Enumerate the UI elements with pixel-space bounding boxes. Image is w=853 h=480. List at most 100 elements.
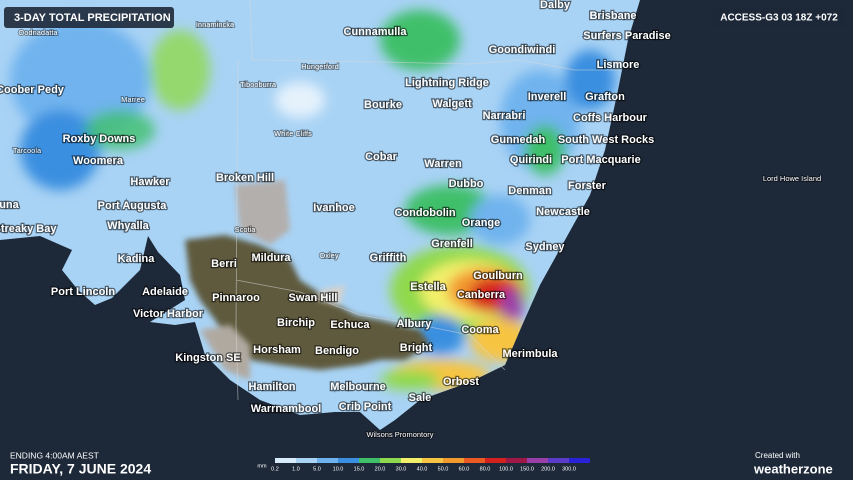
- place-label: Roxby Downs: [63, 133, 136, 145]
- legend-label: 100.0: [499, 466, 513, 472]
- place-label: Sydney: [525, 241, 565, 253]
- place-label: Canberra: [457, 289, 506, 301]
- legend-swatch: [317, 458, 338, 463]
- legend-label: 15.0: [354, 466, 365, 472]
- place-label: Dubbo: [449, 178, 484, 190]
- place-label: Crib Point: [339, 401, 392, 413]
- place-label: Cooma: [461, 324, 499, 336]
- place-label: Adelaide: [142, 286, 188, 298]
- place-label: Kingston SE: [175, 352, 240, 364]
- place-label: Port Augusta: [98, 200, 168, 212]
- place-label: Hamilton: [248, 381, 295, 393]
- minor-place-label: Tarcoola: [13, 146, 42, 155]
- place-label: Swan Hill: [289, 292, 338, 304]
- minor-place-label: Tibooburra: [240, 80, 277, 89]
- legend-label: 60.0: [459, 466, 470, 472]
- legend-label: 0.2: [271, 466, 279, 472]
- legend-label: 80.0: [480, 466, 491, 472]
- legend-label: 300.0: [562, 466, 576, 472]
- place-label: Brisbane: [589, 10, 636, 22]
- place-label: Newcastle: [536, 206, 590, 218]
- place-label: South West Rocks: [558, 134, 654, 146]
- place-label: Condobolin: [394, 207, 455, 219]
- place-label: Berri: [211, 258, 237, 270]
- legend-swatch: [485, 458, 506, 463]
- legend-label: 150.0: [520, 466, 534, 472]
- place-label: Grenfell: [431, 238, 473, 250]
- legend-swatch: [443, 458, 464, 463]
- place-label: Bright: [400, 342, 433, 354]
- place-label: Broken Hill: [216, 172, 274, 184]
- place-label: Hawker: [130, 176, 170, 188]
- place-label: Goondiwindi: [489, 44, 556, 56]
- minor-place-label: Lord Howe Island: [763, 174, 821, 183]
- model-label: ACCESS-G3 03 18Z +072: [720, 13, 838, 24]
- place-label: Bendigo: [315, 345, 359, 357]
- place-label: Streaky Bay: [0, 223, 57, 235]
- legend-swatch: [296, 458, 317, 463]
- legend: 0.2 1.0 5.0 10.0 15.0 20.0 30.0 40.0 50.0 60.0 80.…: [271, 458, 590, 472]
- legend-label: 50.0: [438, 466, 449, 472]
- legend-label: 200.0: [541, 466, 555, 472]
- minor-place-label: White Cliffs: [274, 129, 312, 138]
- place-label: Pinnaroo: [212, 292, 260, 304]
- place-label: Port Lincoln: [51, 286, 115, 298]
- place-label: Goulburn: [473, 270, 523, 282]
- place-label: Woomera: [73, 155, 124, 167]
- place-label: Lismore: [597, 59, 640, 71]
- place-label: Denman: [508, 185, 552, 197]
- legend-swatch: [548, 458, 569, 463]
- place-label: Gunnedah: [491, 134, 546, 146]
- place-label: Horsham: [253, 344, 301, 356]
- place-label: Sale: [409, 392, 432, 404]
- place-label: Grafton: [585, 91, 625, 103]
- legend-swatch: [380, 458, 401, 463]
- place-label: Orange: [462, 217, 501, 229]
- place-label: Cunnamulla: [344, 26, 408, 38]
- place-label: Whyalla: [107, 220, 149, 232]
- place-labels: Dalby Brisbane Cunnamulla Goondiwindi Surfer…: [0, 0, 822, 440]
- place-label: Mildura: [251, 252, 291, 264]
- place-label: Echuca: [330, 319, 370, 331]
- minor-place-label: Oxley: [319, 251, 338, 260]
- place-label: Dalby: [540, 0, 571, 11]
- place-label: Lightning Ridge: [405, 77, 489, 89]
- brand: weatherzone: [753, 461, 833, 476]
- created-label: Created with: [755, 451, 800, 460]
- legend-swatch: [506, 458, 527, 463]
- legend-label: 20.0: [375, 466, 386, 472]
- place-label: Walgett: [432, 98, 472, 110]
- place-label: Port Macquarie: [561, 154, 640, 166]
- place-label: Coffs Harbour: [573, 112, 648, 124]
- dry-region: [185, 235, 430, 370]
- minor-place-label: Marree: [121, 95, 145, 104]
- footer: ENDING 4:00AM AEST FRIDAY, 7 JUNE 2024 m…: [10, 450, 833, 476]
- map-title: 3-DAY TOTAL PRECIPITATION: [14, 12, 171, 24]
- minor-place-label: Scotia: [235, 225, 257, 234]
- legend-swatch: [359, 458, 380, 463]
- place-label: Quirindi: [510, 154, 552, 166]
- header: 3-DAY TOTAL PRECIPITATION ACCESS-G3 03 1…: [4, 7, 846, 28]
- minor-place-label: Hungerford: [301, 62, 339, 71]
- place-label: Forster: [568, 180, 607, 192]
- legend-unit: mm: [257, 463, 267, 469]
- legend-label: 10.0: [333, 466, 344, 472]
- legend-label: 1.0: [292, 466, 300, 472]
- place-label: Bourke: [364, 99, 402, 111]
- legend-swatch: [464, 458, 485, 463]
- place-label: Coober Pedy: [0, 84, 65, 96]
- legend-swatch: [401, 458, 422, 463]
- place-label: Ivanhoe: [313, 202, 355, 214]
- legend-label: 30.0: [396, 466, 407, 472]
- place-label: Warren: [424, 158, 462, 170]
- minor-place-label: Innamincka: [196, 20, 235, 29]
- legend-swatch: [275, 458, 296, 463]
- date-label: FRIDAY, 7 JUNE 2024: [10, 461, 151, 477]
- legend-swatch: [422, 458, 443, 463]
- place-label: Duna: [0, 199, 20, 211]
- place-label: Estella: [410, 281, 446, 293]
- legend-label: 5.0: [313, 466, 321, 472]
- place-label: Griffith: [370, 252, 407, 264]
